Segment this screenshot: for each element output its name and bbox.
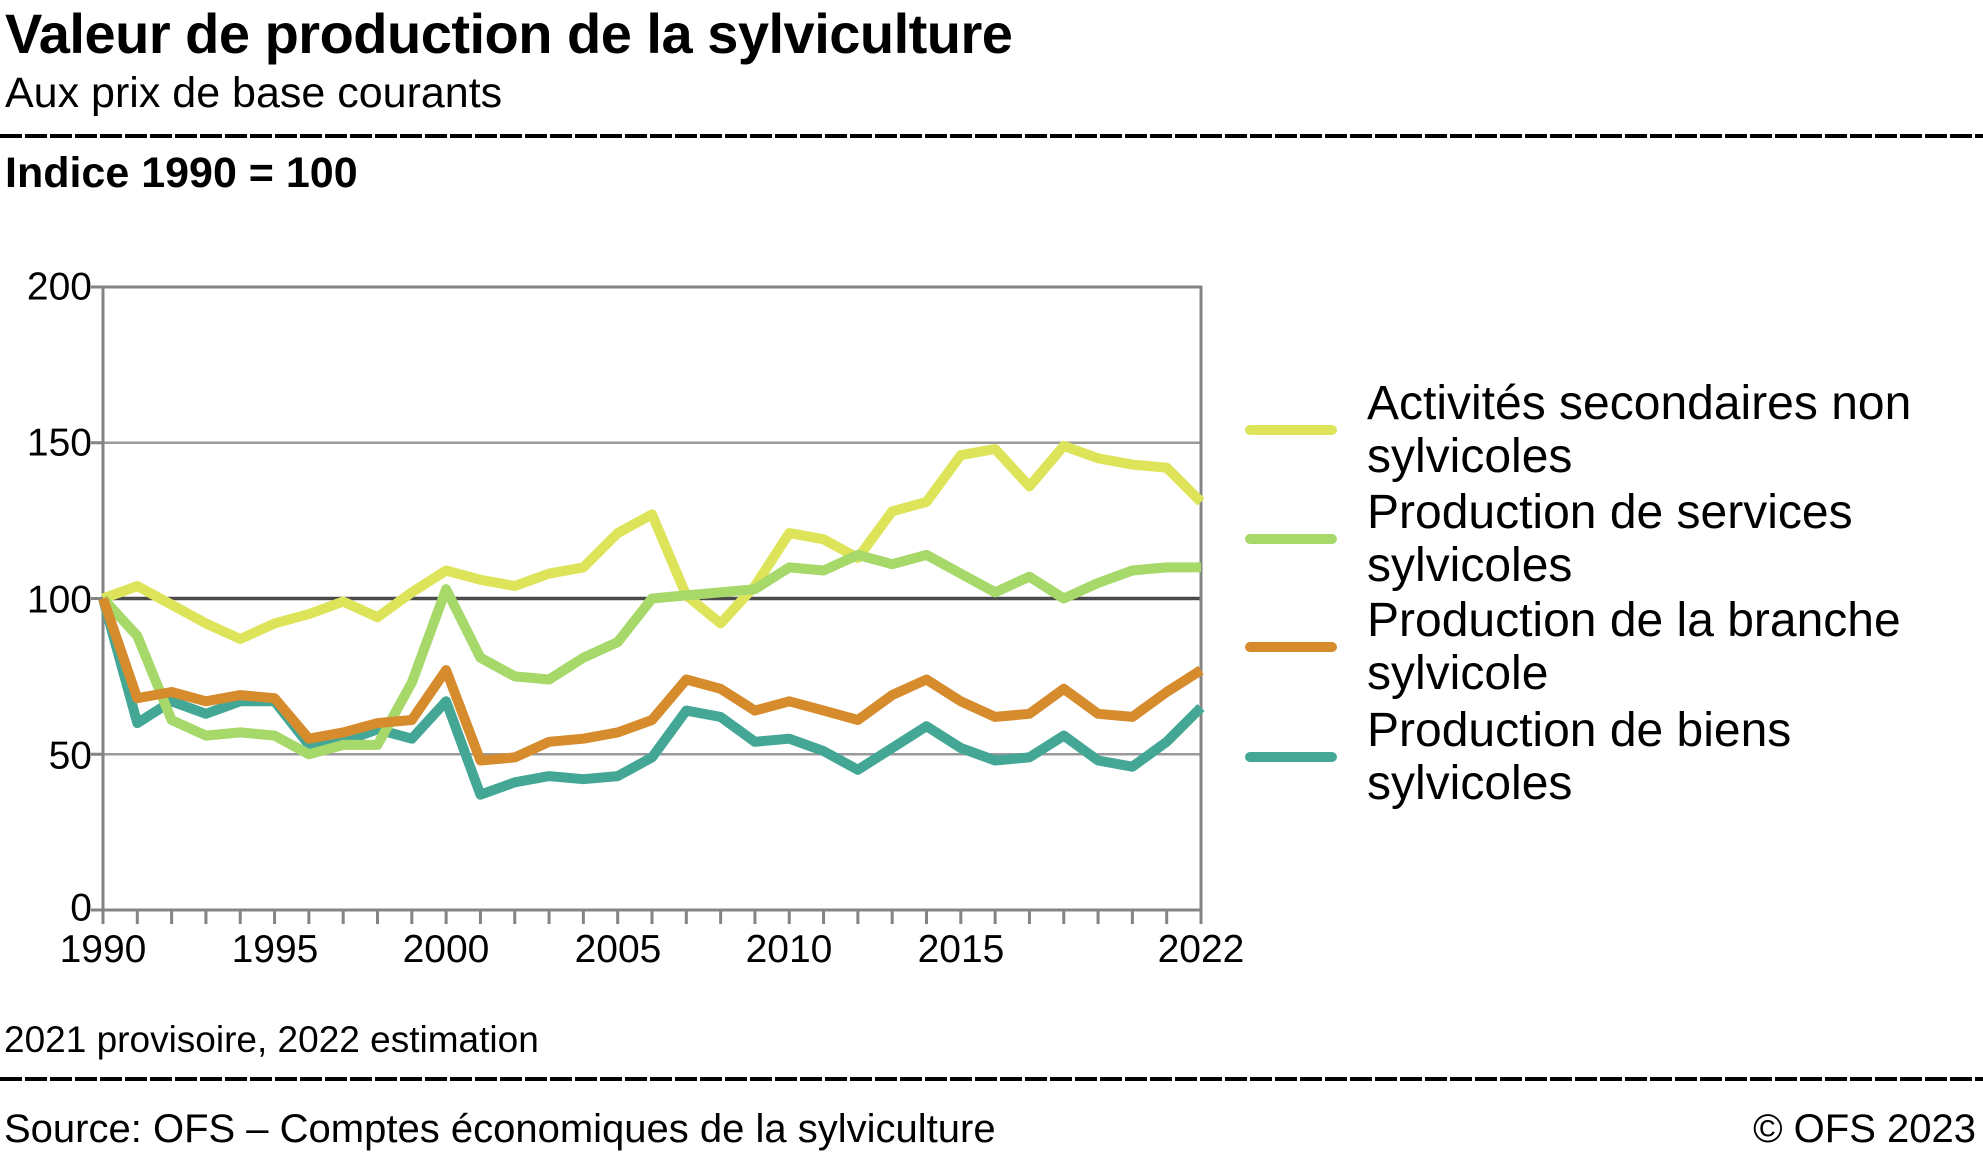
x-axis-tick-label: 1990	[59, 928, 147, 971]
legend-label: Production de la branche sylvicole	[1367, 594, 1901, 700]
page-subtitle: Aux prix de base courants	[5, 69, 503, 117]
legend-swatch-1	[1245, 534, 1337, 544]
y-axis-tick-label: 50	[48, 734, 92, 778]
x-axis-tick-label: 2005	[574, 928, 662, 971]
page-title: Valeur de production de la sylviculture	[5, 2, 1013, 65]
x-axis-tick-label: 2015	[917, 928, 1005, 971]
source-text: Source: OFS – Comptes économiques de la …	[4, 1107, 996, 1151]
legend-item-production-services: Production de services sylvicoles	[1245, 486, 1965, 592]
legend-swatch-0	[1245, 425, 1337, 435]
x-axis-tick-label: 1995	[231, 928, 319, 971]
x-axis-tick-label: 2000	[402, 928, 490, 971]
index-base-label: Indice 1990 = 100	[5, 149, 358, 197]
legend-item-activites-secondaires: Activités secondaires non sylvicoles	[1245, 377, 1965, 483]
legend-item-production-branche: Production de la branche sylvicole	[1245, 594, 1965, 700]
x-axis-tick-label: 2022	[1157, 928, 1245, 971]
footer-divider	[0, 1077, 1983, 1081]
legend-swatch-3	[1245, 752, 1337, 762]
provisional-note: 2021 provisoire, 2022 estimation	[4, 1019, 539, 1060]
y-axis-tick-label: 150	[26, 421, 92, 465]
y-axis-tick-label: 0	[70, 886, 92, 930]
legend-label: Activités secondaires non sylvicoles	[1367, 377, 1912, 483]
header-divider	[0, 134, 1983, 138]
copyright-text: © OFS 2023	[1753, 1107, 1976, 1151]
legend-swatch-2	[1245, 642, 1337, 652]
y-axis-tick-label: 200	[26, 265, 92, 309]
legend-label: Production de services sylvicoles	[1367, 486, 1853, 592]
legend-label: Production de biens sylvicoles	[1367, 704, 1792, 810]
y-axis-tick-label: 100	[26, 578, 92, 622]
x-axis-tick-label: 2010	[745, 928, 833, 971]
legend-item-production-biens: Production de biens sylvicoles	[1245, 704, 1965, 810]
